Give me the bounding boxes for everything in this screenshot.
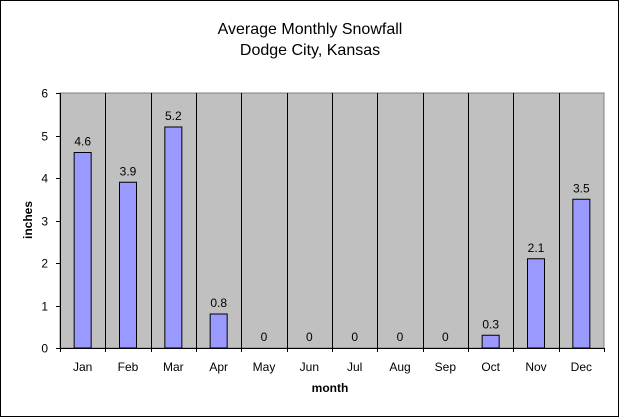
x-tick-label-sep: Sep <box>435 360 457 374</box>
bar-dec <box>572 198 591 349</box>
y-tick-label: 2 <box>41 257 48 271</box>
y-tick-label: 3 <box>41 215 48 229</box>
data-label-mar: 5.2 <box>165 109 182 123</box>
chart-title: Average Monthly Snowfall <box>218 21 403 38</box>
x-tick-label-nov: Nov <box>525 360 546 374</box>
x-tick-label-jun: Jun <box>300 360 319 374</box>
y-tick-label: 5 <box>41 130 48 144</box>
y-tick-label: 4 <box>41 172 48 186</box>
data-label-oct: 0.3 <box>482 317 499 331</box>
y-tick-label: 0 <box>41 342 48 356</box>
data-label-feb: 3.9 <box>120 164 137 178</box>
axes-layer: 0 1 2 3 4 5 6 Jan Feb Mar Apr May Jun Jul Aug Sep Oct Nov… <box>41 87 605 374</box>
labels-layer: 4.6 3.9 5.2 0.8 0 0 0 0 0 0.3 2.1 3.5 <box>74 109 590 344</box>
x-tick-label-apr: Apr <box>209 360 228 374</box>
x-axis-title: month <box>312 381 349 395</box>
bar-oct <box>481 334 500 349</box>
x-tick-label-dec: Dec <box>571 360 592 374</box>
bar-apr <box>209 313 228 349</box>
x-tick-label-oct: Oct <box>481 360 500 374</box>
x-tick-label-mar: Mar <box>163 360 184 374</box>
data-label-aug: 0 <box>397 330 404 344</box>
bar-jan <box>73 152 92 349</box>
bars-layer <box>73 126 591 349</box>
y-tick-label: 1 <box>41 300 48 314</box>
data-label-jan: 4.6 <box>74 135 91 149</box>
x-tick-label-aug: Aug <box>389 360 410 374</box>
y-tick-label: 6 <box>41 87 48 101</box>
x-tick-label-jul: Jul <box>347 360 362 374</box>
bar-mar <box>164 126 183 349</box>
y-axis-title: inches <box>21 201 35 239</box>
x-tick-label-jan: Jan <box>73 360 92 374</box>
data-label-jul: 0 <box>351 330 358 344</box>
bar-feb <box>119 181 137 349</box>
data-label-dec: 3.5 <box>573 181 590 195</box>
data-label-nov: 2.1 <box>528 241 545 255</box>
data-label-sep: 0 <box>442 330 449 344</box>
data-label-jun: 0 <box>306 330 313 344</box>
chart-subtitle: Dodge City, Kansas <box>240 42 380 59</box>
bar-nov <box>527 258 545 349</box>
grid-layer <box>105 93 560 348</box>
data-label-apr: 0.8 <box>210 296 227 310</box>
x-tick-label-feb: Feb <box>118 360 139 374</box>
x-tick-label-may: May <box>253 360 276 374</box>
data-label-may: 0 <box>261 330 268 344</box>
